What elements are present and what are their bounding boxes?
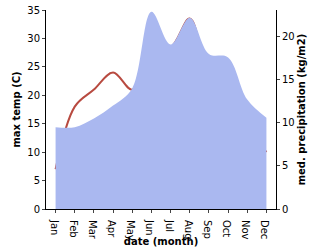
svg-text:Mar: Mar bbox=[87, 220, 98, 240]
svg-text:Aug: Aug bbox=[183, 220, 194, 240]
svg-text:Oct: Oct bbox=[221, 220, 232, 237]
svg-text:10: 10 bbox=[27, 147, 40, 158]
svg-text:Apr: Apr bbox=[106, 220, 117, 238]
svg-text:35: 35 bbox=[27, 5, 40, 16]
svg-text:0: 0 bbox=[282, 204, 288, 215]
svg-text:25: 25 bbox=[27, 61, 40, 72]
svg-text:Jul: Jul bbox=[164, 219, 175, 232]
svg-text:15: 15 bbox=[27, 118, 40, 129]
svg-text:date (month): date (month) bbox=[124, 236, 198, 247]
svg-text:20: 20 bbox=[27, 90, 40, 101]
svg-text:5: 5 bbox=[282, 160, 288, 171]
svg-text:Feb: Feb bbox=[68, 220, 79, 238]
svg-text:0: 0 bbox=[34, 204, 40, 215]
svg-text:10: 10 bbox=[282, 117, 295, 128]
svg-text:30: 30 bbox=[27, 33, 40, 44]
svg-text:20: 20 bbox=[282, 31, 295, 42]
svg-text:Sep: Sep bbox=[202, 220, 213, 239]
svg-text:5: 5 bbox=[34, 175, 40, 186]
svg-text:med. precipitation (kg/m2): med. precipitation (kg/m2) bbox=[296, 34, 307, 186]
svg-text:Jan: Jan bbox=[49, 219, 60, 235]
svg-text:Nov: Nov bbox=[240, 220, 251, 240]
svg-text:max temp (C): max temp (C) bbox=[11, 71, 22, 147]
svg-text:Dec: Dec bbox=[259, 220, 270, 239]
svg-text:Jun: Jun bbox=[144, 219, 155, 236]
svg-text:15: 15 bbox=[282, 74, 295, 85]
svg-text:May: May bbox=[125, 220, 136, 241]
